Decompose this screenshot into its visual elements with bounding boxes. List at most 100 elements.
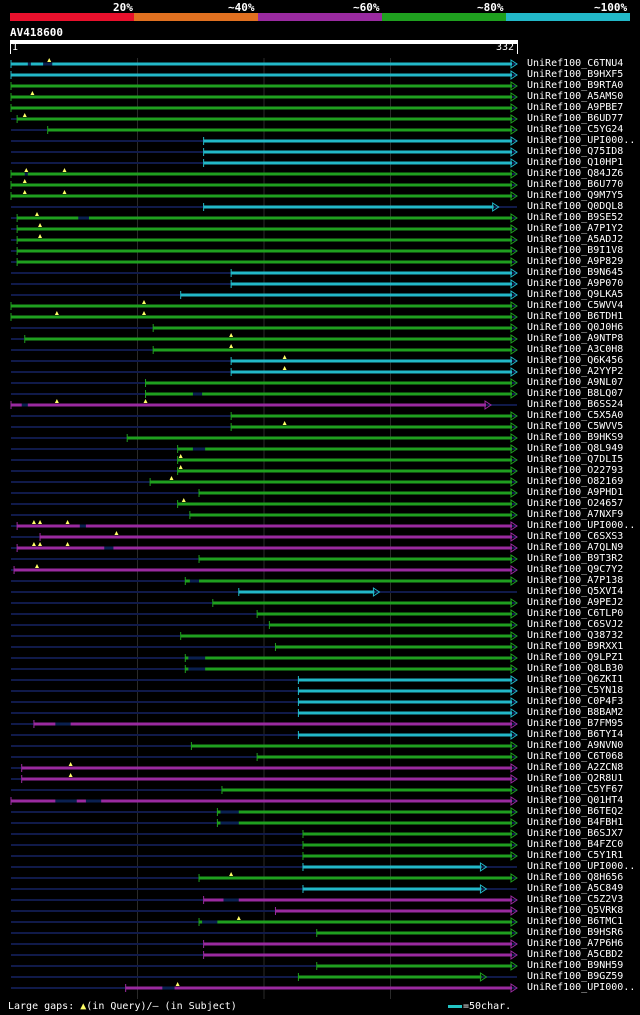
hit-label[interactable]: UniRef100_B9GZ59 <box>527 971 624 982</box>
hit-label[interactable]: UniRef100_A9P829 <box>527 256 624 267</box>
hit-label[interactable]: UniRef100_Q9M7Y5 <box>527 190 624 201</box>
hit-label[interactable]: UniRef100_A7P1Y2 <box>527 223 624 234</box>
hit-label[interactable]: UniRef100_Q8L949 <box>527 443 624 454</box>
hit-label[interactable]: UniRef100_Q5VRK8 <box>527 905 624 916</box>
hit-label[interactable]: UniRef100_A9P070 <box>527 278 624 289</box>
alignment-end-arrow <box>510 92 518 102</box>
hit-label[interactable]: UniRef100_C5Y1R1 <box>527 850 624 861</box>
hit-label[interactable]: UniRef100_Q8LB30 <box>527 663 624 674</box>
hit-label[interactable]: UniRef100_C5YF67 <box>527 784 624 795</box>
hit-label[interactable]: UniRef100_B9RTA0 <box>527 80 624 91</box>
hit-label[interactable]: UniRef100_C5Z2V3 <box>527 894 624 905</box>
hit-label[interactable]: UniRef100_Q10HP1 <box>527 157 624 168</box>
hit-label[interactable]: UniRef100_Q0DQL8 <box>527 201 624 212</box>
hit-label[interactable]: UniRef100_Q0J0H6 <box>527 322 624 333</box>
hit-label[interactable]: UniRef100_Q9LKA5 <box>527 289 624 300</box>
hit-label[interactable]: UniRef100_UPI000.. <box>527 520 636 531</box>
hit-label[interactable]: UniRef100_B9T3R2 <box>527 553 624 564</box>
hit-label[interactable]: UniRef100_Q75ID8 <box>527 146 624 157</box>
hit-label[interactable]: UniRef100_C6TNU4 <box>527 58 624 69</box>
hit-label[interactable]: UniRef100_C5X5A0 <box>527 410 624 421</box>
hit-label[interactable]: UniRef100_Q9LPZ1 <box>527 652 624 663</box>
hit-label[interactable]: UniRef100_B9RXX1 <box>527 641 624 652</box>
hit-label[interactable]: UniRef100_Q84JZ6 <box>527 168 624 179</box>
hit-label[interactable]: UniRef100_B9SE52 <box>527 212 624 223</box>
alignment-end-arrow <box>510 840 518 850</box>
hit-label[interactable]: UniRef100_A9NL07 <box>527 377 624 388</box>
hit-label[interactable]: UniRef100_B6SJX7 <box>527 828 624 839</box>
hit-label[interactable]: UniRef100_A9NTP8 <box>527 333 624 344</box>
hit-label[interactable]: UniRef100_A9PBE7 <box>527 102 624 113</box>
hit-label[interactable]: UniRef100_Q2R8U1 <box>527 773 624 784</box>
hit-label[interactable]: UniRef100_Q38732 <box>527 630 624 641</box>
hit-label[interactable]: UniRef100_B8BAM2 <box>527 707 624 718</box>
hit-label[interactable]: UniRef100_B6SS24 <box>527 399 624 410</box>
hit-label[interactable]: UniRef100_B9HXF5 <box>527 69 624 80</box>
hit-label[interactable]: UniRef100_B9I1V8 <box>527 245 624 256</box>
hit-label[interactable]: UniRef100_A7QLN9 <box>527 542 624 553</box>
hit-label[interactable]: UniRef100_B9N645 <box>527 267 624 278</box>
query-ruler <box>10 40 518 44</box>
hit-label[interactable]: UniRef100_B6UD77 <box>527 113 624 124</box>
hit-label[interactable]: UniRef100_B8LQ07 <box>527 388 624 399</box>
hit-label[interactable]: UniRef100_B7FM95 <box>527 718 624 729</box>
hit-label[interactable]: UniRef100_C6SXS3 <box>527 531 624 542</box>
hit-label[interactable]: UniRef100_A7P138 <box>527 575 624 586</box>
hit-label[interactable]: UniRef100_O22793 <box>527 465 624 476</box>
alignment-end-arrow <box>510 433 518 443</box>
hit-label[interactable]: UniRef100_UPI000.. <box>527 861 636 872</box>
hit-label[interactable]: UniRef100_O24657 <box>527 498 624 509</box>
hit-label[interactable]: UniRef100_B4FZC0 <box>527 839 624 850</box>
hit-label[interactable]: UniRef100_C5WVV4 <box>527 300 624 311</box>
hit-label[interactable]: UniRef100_Q5XVI4 <box>527 586 624 597</box>
legend-label-80: ~80% <box>477 1 504 14</box>
hit-label[interactable]: UniRef100_B9HSR6 <box>527 927 624 938</box>
hit-label[interactable]: UniRef100_B4FBH1 <box>527 817 624 828</box>
query-gap-marker <box>141 311 146 315</box>
hit-label[interactable]: UniRef100_A5ADJ2 <box>527 234 624 245</box>
hit-label[interactable]: UniRef100_A2ZCN8 <box>527 762 624 773</box>
hit-label[interactable]: UniRef100_Q6K456 <box>527 355 624 366</box>
hit-label[interactable]: UniRef100_C6T068 <box>527 751 624 762</box>
hit-label[interactable]: UniRef100_UPI000.. <box>527 982 636 993</box>
hit-label[interactable]: UniRef100_C0P4F3 <box>527 696 624 707</box>
hit-label[interactable]: UniRef100_A9NVN0 <box>527 740 624 751</box>
hit-label[interactable]: UniRef100_B6U770 <box>527 179 624 190</box>
identity-color-legend <box>10 13 630 21</box>
hit-label[interactable]: UniRef100_C5YG24 <box>527 124 624 135</box>
hit-label[interactable]: UniRef100_A7P6H6 <box>527 938 624 949</box>
hit-label[interactable]: UniRef100_A5C849 <box>527 883 624 894</box>
hit-label[interactable]: UniRef100_UPI000.. <box>527 135 636 146</box>
hit-label[interactable]: UniRef100_A5AMS0 <box>527 91 624 102</box>
hit-label[interactable]: UniRef100_A9PEJ2 <box>527 597 624 608</box>
query-gap-marker <box>47 58 52 62</box>
hit-label[interactable]: UniRef100_B6TEQ2 <box>527 806 624 817</box>
hit-label[interactable]: UniRef100_O82169 <box>527 476 624 487</box>
hit-label[interactable]: UniRef100_B6TYI4 <box>527 729 624 740</box>
alignment-end-arrow <box>510 334 518 344</box>
query-gap-marker <box>282 355 287 359</box>
hit-label[interactable]: UniRef100_B9NH59 <box>527 960 624 971</box>
hit-label[interactable]: UniRef100_Q9C7Y2 <box>527 564 624 575</box>
hit-label[interactable]: UniRef100_A2YYP2 <box>527 366 624 377</box>
hit-label[interactable]: UniRef100_A3C0H8 <box>527 344 624 355</box>
alignment-end-arrow <box>510 950 518 960</box>
hit-label[interactable]: UniRef100_B6TDH1 <box>527 311 624 322</box>
query-gap-marker <box>282 421 287 425</box>
alignment-end-arrow <box>510 59 518 69</box>
hit-label[interactable]: UniRef100_A9PHD1 <box>527 487 624 498</box>
hit-label[interactable]: UniRef100_A5CBD2 <box>527 949 624 960</box>
alignment-end-arrow <box>510 455 518 465</box>
hit-label[interactable]: UniRef100_C6TLP0 <box>527 608 624 619</box>
hit-label[interactable]: UniRef100_C5YN18 <box>527 685 624 696</box>
hit-label[interactable]: UniRef100_Q8H656 <box>527 872 624 883</box>
query-gap-marker <box>31 542 36 546</box>
hit-label[interactable]: UniRef100_C5WVV5 <box>527 421 624 432</box>
hit-label[interactable]: UniRef100_B6TMC1 <box>527 916 624 927</box>
hit-label[interactable]: UniRef100_A7NXF9 <box>527 509 624 520</box>
hit-label[interactable]: UniRef100_Q6ZKI1 <box>527 674 624 685</box>
hit-label[interactable]: UniRef100_B9HKS9 <box>527 432 624 443</box>
hit-label[interactable]: UniRef100_Q7DLI5 <box>527 454 624 465</box>
hit-label[interactable]: UniRef100_C6SVJ2 <box>527 619 624 630</box>
hit-label[interactable]: UniRef100_Q01HT4 <box>527 795 624 806</box>
